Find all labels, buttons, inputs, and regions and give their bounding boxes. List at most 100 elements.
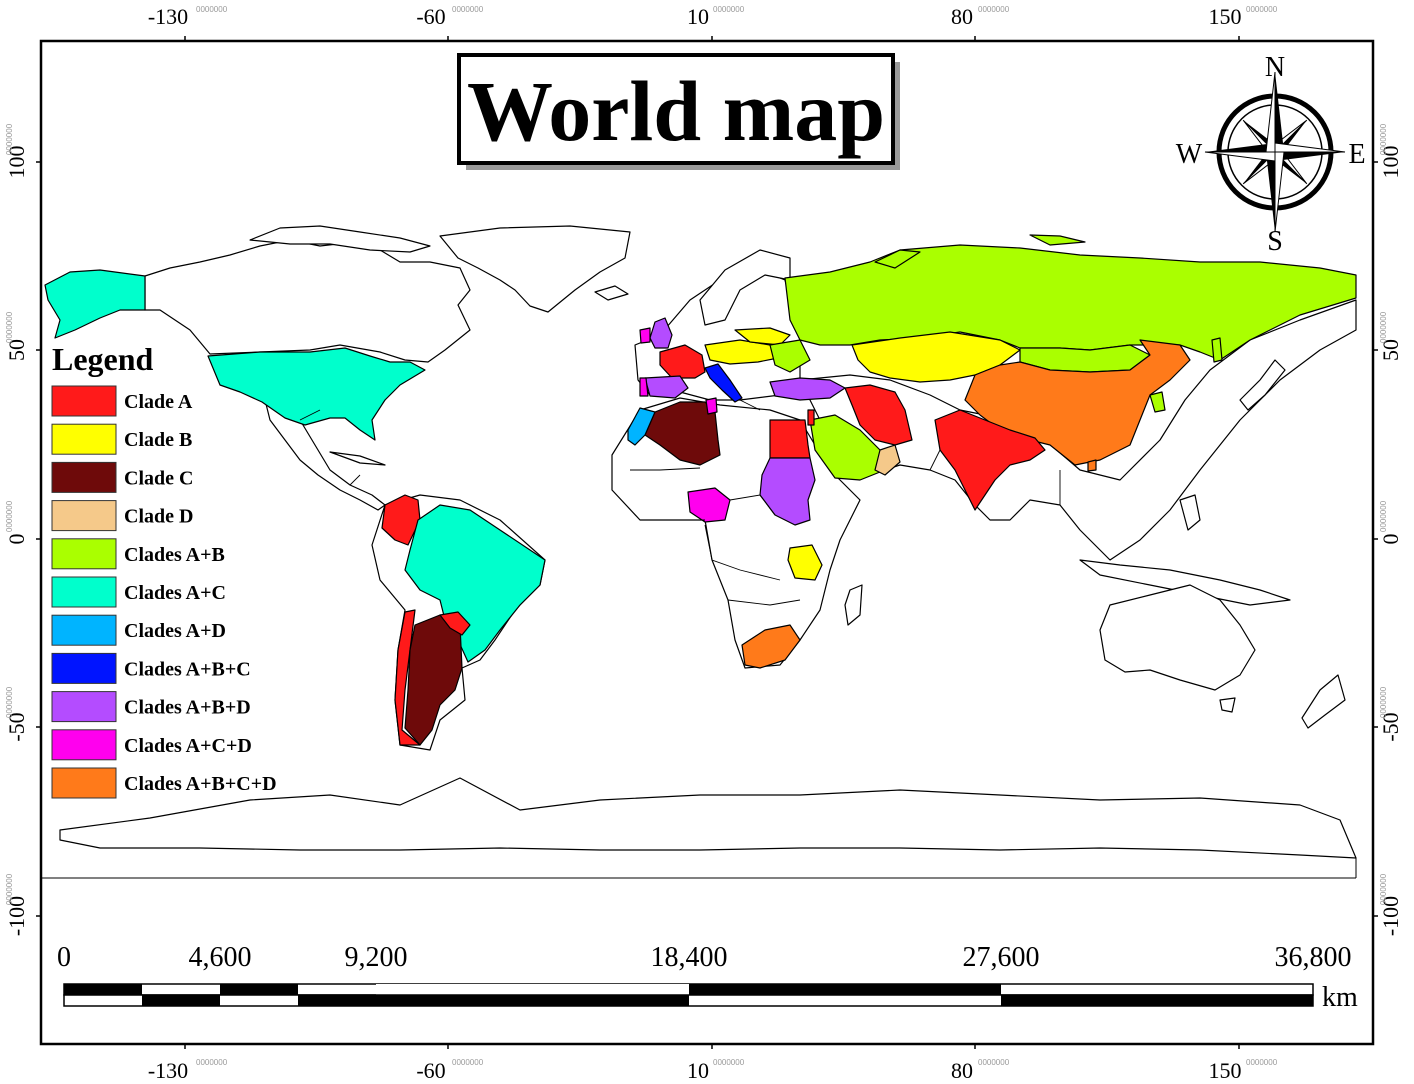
land-australia [1099, 584, 1256, 691]
region-sudan [759, 457, 816, 526]
region-south-africa [741, 624, 801, 669]
y-tick-left-label: -100 [4, 896, 29, 936]
legend-swatch [51, 729, 117, 761]
x-tick-bottom-sup: 0000000 [713, 1058, 745, 1067]
region-turkey [769, 377, 846, 401]
region-usa [207, 347, 426, 441]
y-axis-right: 100 0000000 50 0000000 0 0000000 -50 000… [1378, 123, 1403, 936]
region-tanzania [787, 544, 823, 581]
y-tick-right-sup: 0000000 [1379, 686, 1388, 718]
x-tick-top-label: 10 [687, 4, 709, 29]
legend-item: Clades A+D [51, 614, 226, 646]
colored-countries [44, 234, 1357, 746]
title-box: World map [457, 53, 900, 170]
y-tick-left-label: -50 [4, 712, 29, 741]
land-madagascar [844, 584, 863, 626]
region-portugal [639, 377, 649, 397]
region-brazil [404, 504, 546, 663]
land-new-zealand [1301, 674, 1346, 729]
legend-title: Legend [52, 341, 154, 377]
x-tick-bottom-sup: 0000000 [978, 1058, 1010, 1067]
legend-swatch [51, 385, 117, 417]
legend-label: Clade D [124, 506, 193, 528]
land-antarctica [59, 777, 1357, 859]
legend-label: Clades A+B+D [124, 697, 251, 719]
land-central-america [264, 399, 386, 511]
y-tick-right-label: 50 [1378, 339, 1403, 361]
y-tick-right-sup: 0000000 [1379, 873, 1388, 905]
y-tick-right-label: 0 [1378, 534, 1403, 545]
x-tick-bottom-sup: 0000000 [452, 1058, 484, 1067]
legend-swatch [51, 576, 117, 608]
x-tick-bottom-label: 10 [687, 1058, 709, 1083]
compass-west: W [1176, 139, 1203, 170]
x-tick-top-sup: 0000000 [713, 5, 745, 14]
region-india [934, 409, 1046, 511]
legend-item: Clade D [51, 500, 193, 532]
y-tick-left-label: 100 [4, 146, 29, 179]
legend-item: Clade B [51, 423, 192, 455]
top-ticks [36, 36, 1378, 1049]
x-tick-bottom-label: -60 [416, 1058, 445, 1083]
x-axis-bottom: -130 0000000 -60 0000000 10 0000000 80 0… [148, 1058, 1278, 1083]
legend-label: Clades A+B+C [124, 658, 251, 680]
y-tick-right-label: -100 [1378, 896, 1403, 936]
y-tick-left-label: 50 [4, 339, 29, 361]
legend-swatch [51, 691, 117, 723]
x-tick-top-sup: 0000000 [1246, 5, 1278, 14]
region-tunisia [705, 397, 718, 415]
legend-item: Clades A+B [51, 538, 225, 570]
x-tick-top-label: 150 [1209, 4, 1242, 29]
legend-item: Clade C [51, 461, 193, 493]
legend: Legend Clade A Clade B Clade C Clade D Clade… [51, 341, 277, 799]
legend-swatch [51, 652, 117, 684]
region-france [659, 344, 706, 379]
region-russia-north-island [1029, 234, 1086, 246]
y-tick-right-sup: 0000000 [1379, 123, 1388, 155]
x-tick-bottom-sup: 0000000 [196, 1058, 228, 1067]
region-bolivia [439, 611, 471, 636]
legend-item: Clades A+B+C [51, 652, 251, 684]
map-frame [39, 39, 1375, 1046]
scale-label: 18,400 [651, 942, 728, 973]
legend-item: Clade A [51, 385, 193, 417]
y-tick-left-sup: 0000000 [5, 686, 14, 718]
region-algeria [644, 401, 721, 466]
legend-label: Clades A+C+D [124, 735, 252, 757]
legend-label: Clade A [124, 391, 193, 413]
landmasses [59, 225, 1357, 859]
region-russia-sakhalin [1211, 337, 1223, 363]
land-indonesia [1079, 559, 1291, 606]
compass-east: E [1348, 139, 1365, 170]
region-iran [844, 384, 913, 446]
scale-unit: km [1322, 982, 1358, 1013]
scale-bar: 0 4,600 9,200 18,400 27,600 36,800 km [57, 942, 1358, 1013]
land-philippines [1179, 494, 1201, 531]
region-oman [874, 444, 901, 476]
legend-item: Clades A+B+D [51, 691, 251, 723]
legend-swatch [51, 423, 117, 455]
legend-item: Clades A+C [51, 576, 226, 608]
land-iceland [594, 285, 629, 301]
region-spain [644, 375, 689, 399]
land-north-america [144, 239, 471, 363]
land-japan [1239, 359, 1286, 411]
legend-swatch [51, 461, 117, 493]
legend-swatch [51, 538, 117, 570]
x-tick-top-sup: 0000000 [196, 5, 228, 14]
region-morocco [627, 407, 656, 446]
region-chile [394, 609, 421, 746]
y-tick-left-sup: 0000000 [5, 873, 14, 905]
y-tick-right-label: 100 [1378, 146, 1403, 179]
x-tick-bottom-label: 80 [951, 1058, 973, 1083]
y-tick-left-sup: 0000000 [5, 500, 14, 532]
x-tick-top-label: -60 [416, 4, 445, 29]
region-egypt [769, 419, 811, 459]
legend-item: Clades A+C+D [51, 729, 252, 761]
region-central-europe [704, 339, 779, 365]
y-tick-left-sup: 0000000 [5, 311, 14, 343]
x-tick-top-label: 80 [951, 4, 973, 29]
scale-label: 9,200 [345, 942, 408, 973]
legend-label: Clades A+B+C+D [124, 773, 277, 795]
